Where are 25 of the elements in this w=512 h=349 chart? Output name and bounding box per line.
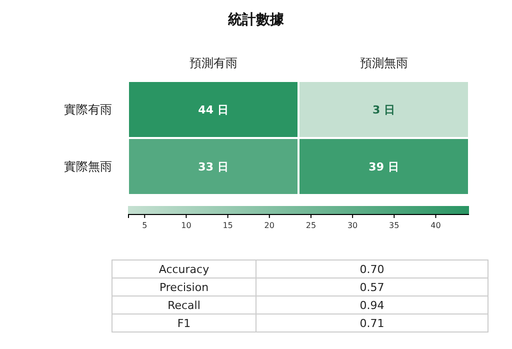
data-label: 39 日	[368, 160, 399, 174]
x-tick-label: 預測無雨	[360, 56, 408, 70]
color-bar-label: 5	[142, 221, 148, 230]
color-bar-label: 10	[181, 221, 192, 230]
category-label: F1	[177, 317, 191, 330]
color-bar-label: 40	[430, 221, 441, 230]
category-label: Precision	[159, 281, 209, 294]
color-bar-label: 30	[347, 221, 358, 230]
data-label: 33 日	[198, 160, 228, 174]
x-tick-label: 預測有雨	[189, 56, 238, 70]
y-tick-label: 實際無雨	[64, 160, 112, 174]
data-label: 3 日	[372, 104, 395, 116]
text: 0.71	[360, 317, 384, 330]
text: 0.57	[360, 281, 384, 294]
text: 0.70	[360, 263, 384, 276]
y-tick-label: 實際有雨	[64, 102, 112, 116]
text: 0.94	[360, 299, 384, 312]
data-label: 44 日	[198, 104, 228, 116]
color-bar-label: 20	[264, 221, 274, 230]
color-bar-label: 15	[222, 221, 233, 230]
chart-title: 統計數據	[227, 12, 285, 28]
category-label: Recall	[168, 299, 200, 312]
color-bar-label: 35	[389, 221, 400, 230]
color-bar-label: 25	[306, 221, 316, 230]
category-label: Accuracy	[158, 263, 210, 276]
